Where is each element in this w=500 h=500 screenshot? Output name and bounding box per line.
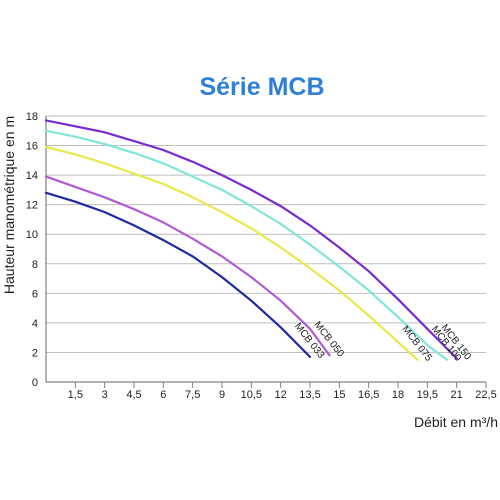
y-tick-label: 6 (32, 288, 38, 300)
x-tick-label: 1,5 (68, 389, 83, 401)
y-tick-label: 4 (32, 318, 38, 330)
y-axis-label: Hauteur manométrique en m (1, 116, 17, 294)
x-tick-label: 10,5 (241, 389, 262, 401)
x-tick-label: 18 (392, 389, 404, 401)
y-tick-label: 8 (32, 259, 38, 271)
x-axis-label: Débit en m³/h (414, 414, 498, 430)
series-line-mcb-050 (44, 175, 331, 357)
series-line-mcb-100 (44, 129, 448, 361)
series-line-mcb-150 (44, 119, 458, 360)
y-tick-label: 18 (26, 111, 38, 123)
series-layer (44, 119, 458, 361)
y-tick-label: 0 (32, 377, 38, 389)
y-tick-label: 12 (26, 200, 38, 212)
axes-layer (45, 116, 487, 388)
x-tick-label: 9 (219, 389, 225, 401)
x-tick-label: 19,5 (417, 389, 438, 401)
x-tick-label: 13,5 (299, 389, 320, 401)
series-line-mcb-033 (44, 191, 312, 358)
x-tick-label: 22,5 (475, 389, 496, 401)
y-tick-label: 16 (26, 141, 38, 153)
x-tick-label: 6 (160, 389, 166, 401)
y-tick-label: 2 (32, 347, 38, 359)
chart-title: Série MCB (199, 73, 324, 101)
y-tick-label: 14 (26, 170, 38, 182)
grid-layer (46, 115, 486, 353)
x-tick-label: 4,5 (126, 389, 141, 401)
labels-layer: 0 2 4 6 8 10 12 14 16 18 1,5 3 4,5 6 7,5 9 10,5 12 13,5 15 1… (26, 111, 497, 401)
y-tick-label: 10 (26, 229, 38, 241)
series-line-mcb-075 (44, 145, 419, 361)
x-tick-label: 12 (275, 389, 287, 401)
x-tick-label: 3 (102, 389, 108, 401)
x-tick-label: 15 (333, 389, 345, 401)
x-tick-label: 7,5 (185, 389, 200, 401)
x-tick-label: 16,5 (358, 389, 379, 401)
x-tick-label: 21 (451, 389, 463, 401)
